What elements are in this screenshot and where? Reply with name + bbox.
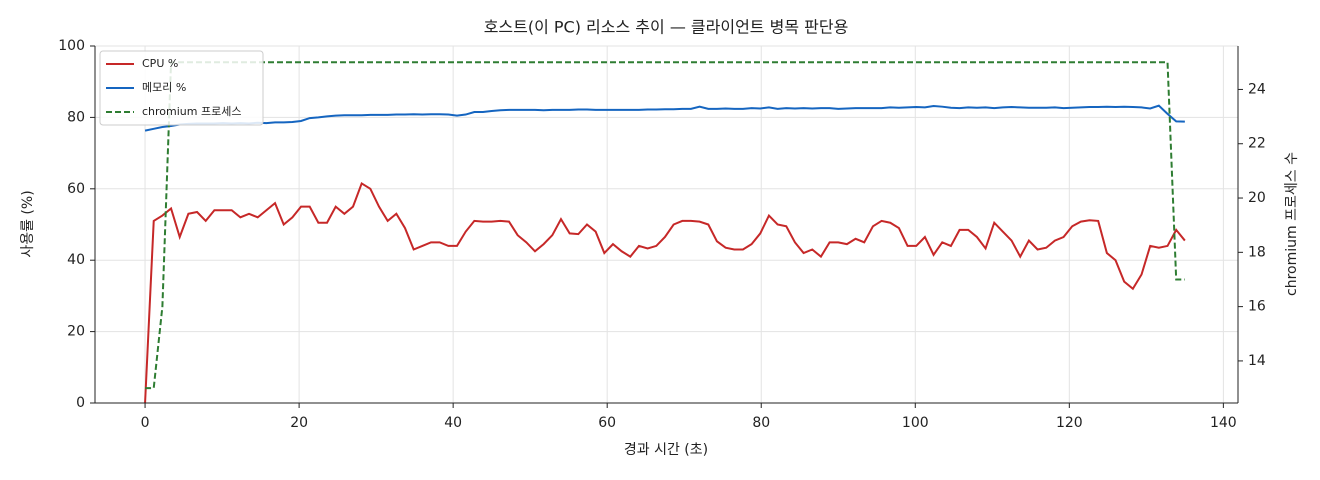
legend: CPU % 메모리 % chromium 프로세스 xyxy=(99,50,264,126)
data-line xyxy=(144,181,1186,404)
legend-label: CPU % xyxy=(142,57,178,70)
y2-tick-label: 22 xyxy=(1248,136,1266,152)
legend-box xyxy=(99,50,264,126)
x-tick-label: 60 xyxy=(598,415,616,431)
y-tick-label: 20 xyxy=(67,324,85,340)
data-line xyxy=(144,104,1185,132)
y2-tick-label: 16 xyxy=(1248,299,1266,315)
chart-title: 호스트(이 PC) 리소스 추이 — 클라이언트 병목 판단용 xyxy=(484,18,849,37)
x-axis-label: 경과 시간 (초) xyxy=(624,442,708,458)
legend-label: 메모리 % xyxy=(142,81,186,94)
x-tick-label: 140 xyxy=(1210,415,1237,431)
x-tick-label: 100 xyxy=(902,415,929,431)
x-tick-label: 120 xyxy=(1056,415,1083,431)
x-tick-label: 0 xyxy=(141,415,150,431)
y-axis-label: 사용률 (%) xyxy=(20,190,36,257)
x-tick-label: 80 xyxy=(752,415,770,431)
x-tick-label: 20 xyxy=(290,415,308,431)
y-tick-label: 100 xyxy=(58,38,85,54)
y2-tick-label: 18 xyxy=(1248,244,1266,260)
y2-axis-label: chromium 프로세스 수 xyxy=(1284,152,1300,296)
y2-tick-label: 14 xyxy=(1248,353,1266,369)
data-line xyxy=(145,61,1185,390)
x-tick-label: 40 xyxy=(444,415,462,431)
y-tick-label: 40 xyxy=(67,252,85,268)
y-tick-label: 80 xyxy=(67,109,85,125)
y-tick-label: 0 xyxy=(76,395,85,411)
y-tick-label: 60 xyxy=(67,181,85,197)
y2-tick-label: 20 xyxy=(1248,190,1266,206)
legend-label: chromium 프로세스 xyxy=(142,105,241,118)
y2-tick-label: 24 xyxy=(1248,81,1266,97)
